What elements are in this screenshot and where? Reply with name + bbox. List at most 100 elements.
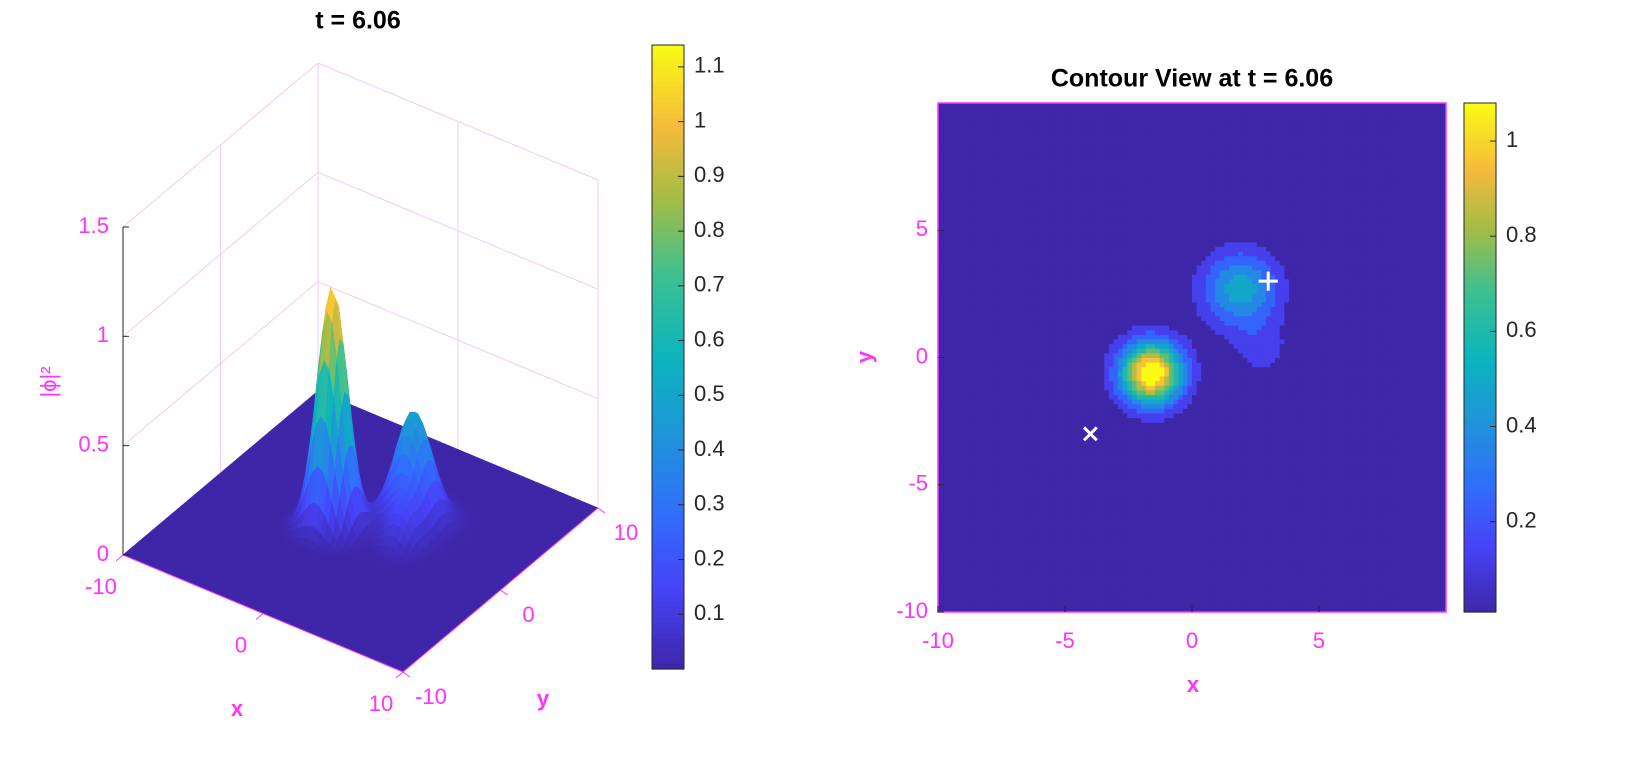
contour-cell: [984, 468, 990, 474]
contour-cell: [956, 269, 962, 275]
contour-cell: [979, 320, 985, 326]
contour-cell: [984, 463, 990, 470]
contour-cell: [938, 260, 944, 266]
colorbar-tick-label: 0.7: [694, 272, 725, 297]
contour-cell: [951, 167, 957, 173]
contour-cell: [938, 135, 944, 141]
contour-cell: [979, 167, 985, 173]
contour-cell: [965, 190, 971, 197]
contour-cell: [974, 140, 981, 146]
contour-cell: [956, 593, 962, 599]
contour-cell: [979, 399, 985, 405]
contour-cell: [970, 473, 976, 479]
contour-cell: [965, 482, 971, 488]
contour-cell: [961, 278, 967, 284]
contour-cell: [956, 223, 962, 229]
contour-cell: [965, 376, 971, 382]
contour-cell: [979, 366, 985, 372]
contour-cell: [974, 436, 981, 442]
contour-cell: [974, 301, 981, 308]
contour-cell: [951, 325, 957, 331]
contour-cell: [965, 403, 971, 409]
contour-cell: [938, 121, 944, 127]
contour-cell: [979, 241, 985, 247]
contour-cell: [974, 227, 981, 234]
contour-cell: [965, 315, 971, 321]
contour-cell: [947, 214, 953, 220]
contour-cell: [942, 445, 948, 451]
colorbar-cell: [652, 487, 684, 493]
contour-cell: [947, 315, 953, 321]
contour-cell: [951, 519, 957, 525]
contour-cell: [984, 255, 990, 261]
contour-cell: [979, 218, 985, 224]
contour-cell: [979, 135, 985, 141]
contour-cell: [942, 181, 948, 187]
contour-cell: [956, 403, 962, 409]
contour-cell: [938, 408, 944, 414]
contour-cell: [951, 436, 957, 442]
contour-cell: [979, 537, 985, 544]
contour-cell: [942, 255, 948, 261]
contour-cell: [942, 103, 948, 109]
contour-cell: [979, 195, 985, 201]
contour-cell: [938, 519, 944, 525]
contour-cell: [961, 204, 967, 210]
contour-cell: [961, 579, 967, 585]
contour-cell: [938, 510, 944, 516]
contour-cell: [947, 510, 953, 516]
contour-cell: [947, 408, 953, 414]
contour-cell: [984, 177, 990, 183]
contour-cell: [970, 366, 976, 372]
contour-cell: [970, 551, 976, 557]
contour-cell: [961, 556, 967, 562]
contour-cell: [956, 264, 962, 271]
contour-cell: [938, 389, 944, 396]
contour-cell: [965, 186, 971, 192]
contour-cell: [942, 487, 948, 493]
contour-cell: [956, 103, 962, 109]
contour-cell: [974, 186, 981, 192]
contour-cell: [942, 126, 948, 132]
contour-cell: [947, 357, 953, 363]
contour-cell: [984, 445, 990, 451]
contour-cell: [974, 362, 981, 368]
contour-cell: [942, 209, 948, 215]
contour-cell: [979, 325, 985, 331]
contour-cell: [951, 482, 957, 488]
contour-cell: [961, 126, 967, 132]
contour-cell: [965, 144, 971, 150]
contour-cell: [961, 385, 967, 391]
colorbar-cell: [652, 367, 684, 374]
contour-cell: [961, 496, 967, 502]
contour-cell: [970, 274, 976, 280]
contour-cell: [961, 542, 967, 548]
colorbar-cell: [652, 102, 684, 108]
contour-cell: [947, 394, 953, 400]
contour-cell: [938, 436, 944, 442]
contour-cell: [970, 547, 976, 553]
contour-cell: [947, 126, 953, 132]
contour-cell: [984, 574, 990, 581]
colorbar-cell: [652, 117, 684, 124]
contour-cell: [961, 334, 967, 340]
contour-cell: [984, 505, 990, 511]
contour-cell: [961, 343, 967, 349]
contour-cell: [956, 547, 962, 553]
contour-cell: [979, 334, 985, 340]
contour-cell: [956, 214, 962, 220]
contour-cell: [979, 463, 985, 470]
contour-cell: [970, 301, 976, 308]
contour-cell: [938, 440, 944, 446]
contour-cell: [947, 130, 953, 136]
contour-cell: [965, 561, 971, 567]
contour-cell: [951, 338, 957, 345]
contour-cell: [951, 445, 957, 451]
contour-cell: [951, 288, 957, 294]
contour-cell: [974, 510, 981, 516]
contour-cell: [965, 283, 971, 289]
contour-cell: [942, 158, 948, 164]
contour-cell: [947, 602, 953, 608]
contour-cell: [961, 195, 967, 201]
surface: [122, 286, 599, 673]
